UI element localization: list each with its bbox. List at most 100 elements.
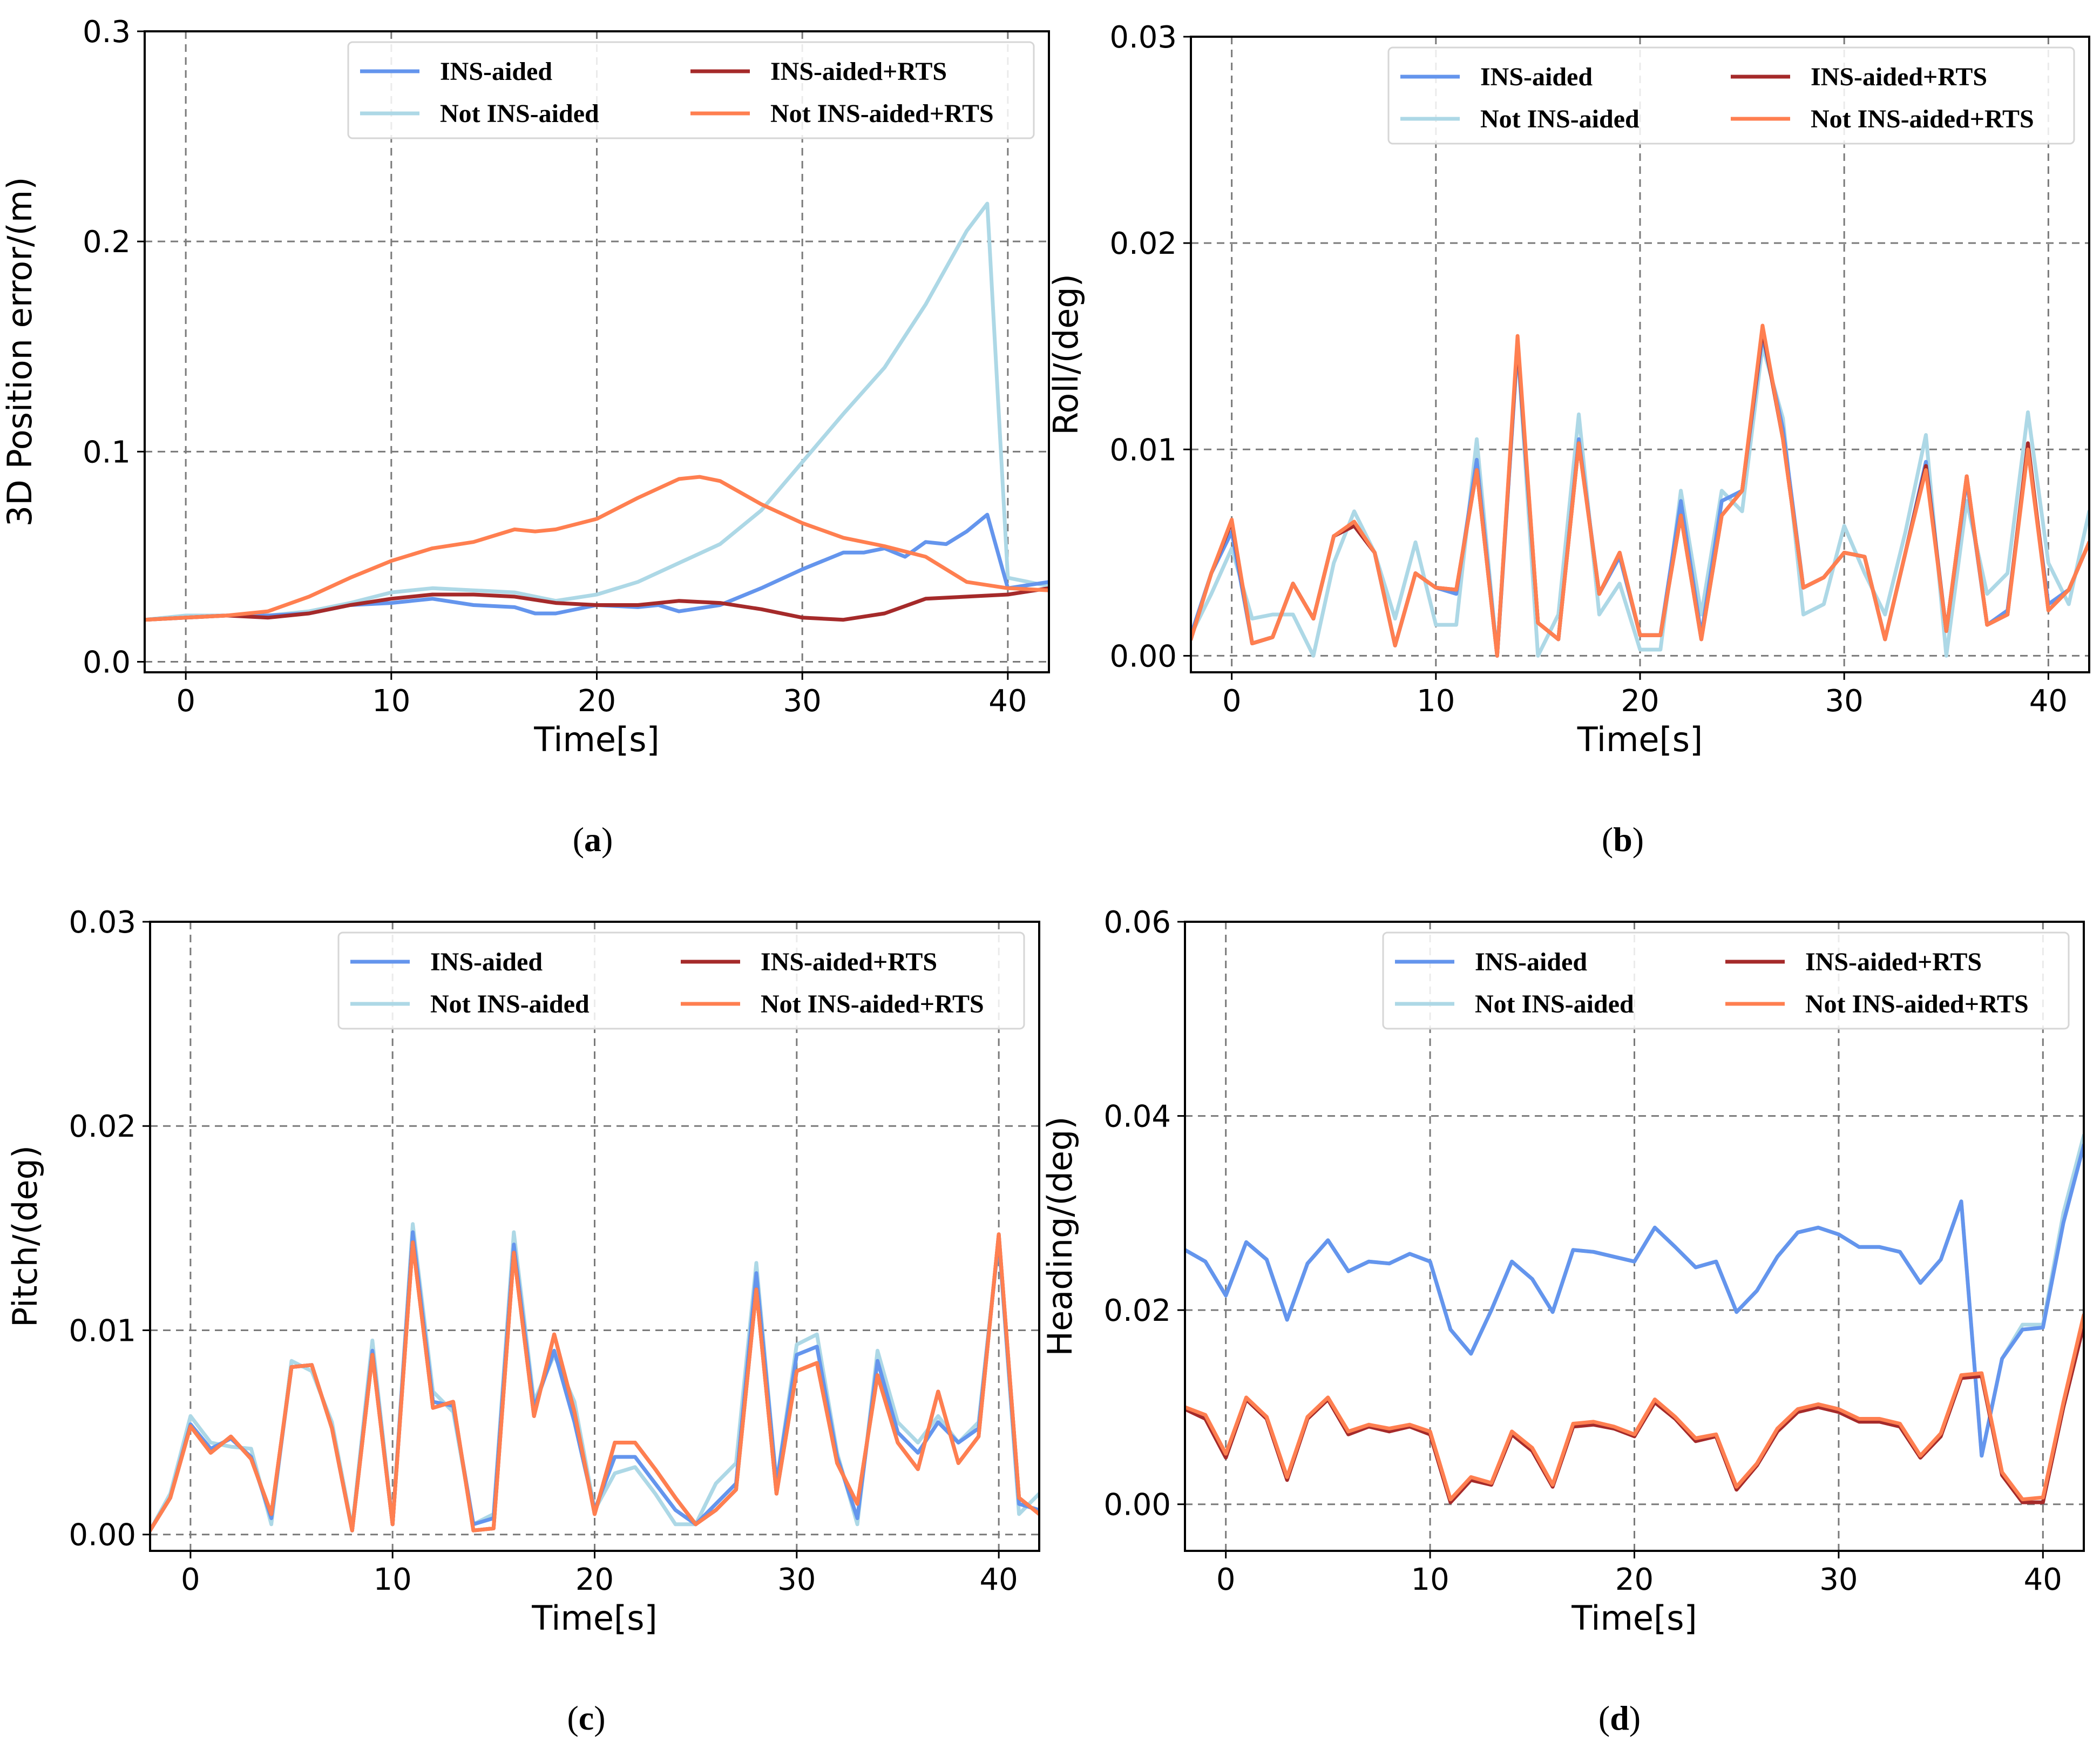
legend-label: INS-aided: [440, 57, 552, 86]
x-tick-label: 0: [181, 1562, 200, 1597]
legend-label: Not INS-aided: [440, 99, 599, 128]
x-tick-label: 10: [372, 684, 410, 719]
y-axis-label: Heading/(deg): [1040, 1116, 1080, 1356]
x-tick-label: 0: [176, 684, 195, 719]
y-tick-label: 0.1: [83, 435, 131, 470]
series-line-not-ins-aided-rts: [1191, 323, 2089, 658]
x-tick-label: 0: [1216, 1562, 1236, 1597]
x-tick-label: 30: [783, 684, 822, 719]
y-axis-label: Pitch/(deg): [5, 1145, 45, 1327]
panel-caption: (c): [567, 1699, 605, 1737]
y-tick-label: 0.02: [69, 1109, 136, 1144]
legend: INS-aided Not INS-aided INS-aided+RTS Not I…: [1382, 931, 2070, 1030]
x-tick-label: 30: [777, 1562, 816, 1597]
y-tick-label: 0.02: [1109, 226, 1177, 261]
y-tick-label: 0.3: [83, 15, 131, 50]
x-tick-label: 20: [1615, 1562, 1654, 1597]
chart-panel-c: 0 10 20 30 40 0.00 0.01 0.02 0.03 Time[s] Pitch/(d…: [5, 905, 1040, 1737]
x-tick-label: 40: [988, 684, 1027, 719]
caption-open-paren: (: [573, 820, 584, 859]
caption-open-paren: (: [1602, 820, 1613, 859]
series-group: [145, 201, 1049, 622]
y-tick-label: 0.00: [1109, 639, 1177, 674]
series-group: [150, 1222, 1039, 1533]
x-tick-label: 40: [2024, 1562, 2062, 1597]
legend: INS-aided Not INS-aided INS-aided+RTS Not I…: [1387, 46, 2075, 145]
legend-label: INS-aided+RTS: [1805, 948, 1982, 976]
legend-label: INS-aided+RTS: [1811, 63, 1987, 91]
x-tick-label: 10: [374, 1562, 412, 1597]
legend-label: INS-aided: [1475, 948, 1587, 976]
y-tick-label: 0.02: [1103, 1293, 1171, 1328]
caption-open-paren: (: [1598, 1699, 1610, 1737]
y-tick-label: 0.00: [69, 1518, 136, 1553]
x-tick-label: 30: [1825, 684, 1864, 719]
x-tick-label: 20: [575, 1562, 614, 1597]
caption-close-paren: ): [594, 1699, 605, 1737]
x-axis-label: Time[s]: [533, 720, 659, 759]
caption-letter: d: [1610, 1699, 1629, 1737]
series-line-not-ins-aided: [145, 201, 1049, 622]
panel-caption: (b): [1602, 820, 1644, 859]
x-axis-label: Time[s]: [531, 1598, 657, 1638]
series-group: [1191, 323, 2089, 658]
series-line-ins-aided-rts: [145, 586, 1049, 622]
x-tick-label: 40: [2029, 684, 2068, 719]
caption-close-paren: ): [1629, 1699, 1641, 1737]
x-tick-label: 10: [1411, 1562, 1449, 1597]
legend-label: Not INS-aided+RTS: [761, 990, 984, 1018]
panel-caption: (d): [1598, 1699, 1641, 1737]
x-tick-label: 10: [1417, 684, 1455, 719]
y-tick-label: 0.04: [1103, 1099, 1171, 1135]
legend-frame: [1387, 46, 2075, 145]
y-tick-label: 0.03: [69, 905, 136, 940]
y-tick-label: 0.2: [83, 225, 131, 260]
chart-panel-b: 0 10 20 30 40 0.00 0.01 0.02 0.03 Time[s] Roll/(de…: [1046, 20, 2090, 859]
x-axis-label: Time[s]: [1571, 1598, 1697, 1638]
panel-caption: (a): [573, 820, 613, 859]
y-axis-label: Roll/(deg): [1046, 274, 1086, 435]
caption-letter: a: [584, 820, 601, 859]
y-tick-label: 0.01: [1109, 433, 1177, 468]
y-tick-label: 0.06: [1103, 905, 1171, 940]
legend-frame: [337, 931, 1025, 1030]
series-line-not-ins-aided-rts: [145, 475, 1049, 622]
y-tick-label: 0.0: [83, 645, 131, 680]
legend-label: Not INS-aided: [1475, 990, 1634, 1018]
x-tick-label: 20: [578, 684, 616, 719]
x-tick-label: 40: [980, 1562, 1018, 1597]
caption-close-paren: ): [601, 820, 613, 859]
y-tick-label: 0.01: [69, 1313, 136, 1348]
legend: INS-aided Not INS-aided INS-aided+RTS Not I…: [347, 41, 1035, 139]
legend-frame: [1382, 931, 2070, 1030]
x-tick-label: 30: [1819, 1562, 1858, 1597]
legend: INS-aided Not INS-aided INS-aided+RTS Not I…: [337, 931, 1025, 1030]
y-tick-label: 0.00: [1103, 1488, 1171, 1523]
y-tick-label: 0.03: [1109, 20, 1177, 55]
legend-label: Not INS-aided+RTS: [1805, 990, 2029, 1018]
caption-letter: c: [579, 1699, 594, 1737]
caption-letter: b: [1613, 820, 1632, 859]
legend-label: INS-aided+RTS: [770, 57, 947, 86]
series-line-ins-aided: [1185, 1143, 2084, 1458]
x-tick-label: 20: [1621, 684, 1659, 719]
legend-label: Not INS-aided+RTS: [770, 99, 994, 128]
legend-label: Not INS-aided: [1480, 105, 1640, 133]
series-line-not-ins-aided-rts: [1185, 1313, 2084, 1502]
x-axis-label: Time[s]: [1577, 720, 1703, 759]
legend-frame: [347, 41, 1035, 139]
caption-close-paren: ): [1632, 820, 1644, 859]
legend-label: INS-aided+RTS: [761, 948, 937, 976]
chart-panel-d: 0 10 20 30 40 0.00 0.02 0.04 0.06 Time[s] Heading/…: [1040, 905, 2085, 1737]
legend-label: Not INS-aided: [430, 990, 590, 1018]
legend-label: Not INS-aided+RTS: [1811, 105, 2034, 133]
series-group: [1185, 1133, 2084, 1504]
legend-label: INS-aided: [1480, 63, 1593, 91]
chart-panel-a: 0 10 20 30 40 0.0 0.1 0.2 0.3 Time[s] 3D Position …: [0, 15, 1050, 859]
x-tick-label: 0: [1222, 684, 1242, 719]
caption-open-paren: (: [567, 1699, 578, 1737]
y-axis-label: 3D Position error/(m): [0, 177, 39, 527]
series-line-not-ins-aided-rts: [150, 1232, 1039, 1533]
legend-label: INS-aided: [430, 948, 543, 976]
